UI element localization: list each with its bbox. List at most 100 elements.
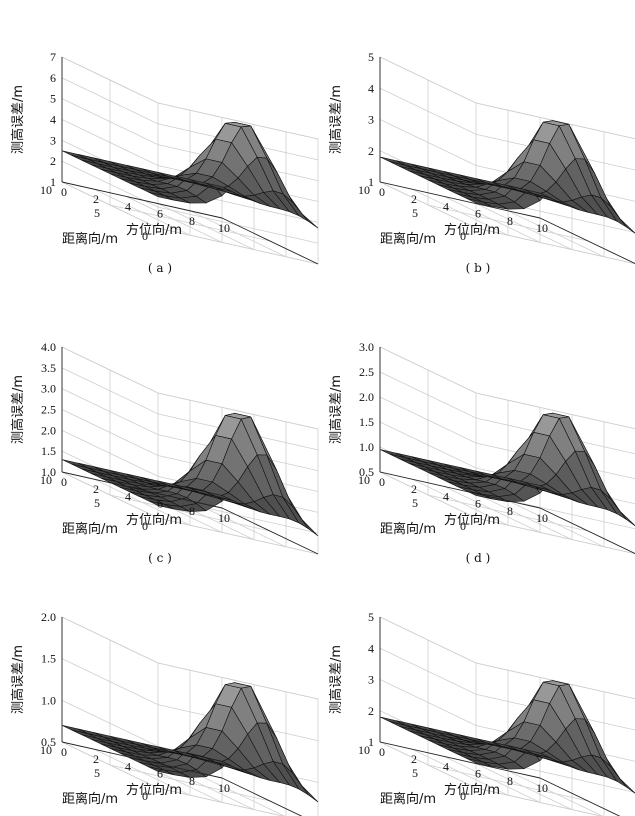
x-tick-label: 6: [157, 497, 163, 511]
panel-caption: ( c ): [148, 551, 172, 565]
x-tick-label: 0: [379, 475, 385, 489]
y-axis-label: 距离向/m: [62, 231, 118, 247]
chart-panel-a: 1 2 3 4 5 6 7 0 2 4 6 8 10 0 5 10 测高误差/m 方位向/m 距离向/m ( a ): [10, 50, 319, 275]
chart-panel-d: 0.5 1.0 1.5 2.0 2.5 3.0 0 2 4 6 8 10 0 5 10 测高误差/m 方位向/m…: [328, 340, 635, 565]
z-tick-label: 4: [368, 81, 374, 95]
z-gridline: [379, 741, 603, 816]
x-axis-line: [379, 741, 541, 779]
z-gridline: [379, 616, 635, 700]
y-axis-label: 距离向/m: [62, 791, 118, 807]
y-tick-label: 5: [412, 206, 418, 220]
surface-patch: [523, 481, 550, 491]
x-tick-label: 4: [443, 199, 449, 213]
y-axis-label: 距离向/m: [380, 791, 436, 807]
surface-patch: [205, 757, 232, 767]
y-axis-line: [221, 507, 319, 555]
z-tick-label: 1: [50, 175, 56, 189]
y-floor-gridline: [427, 494, 589, 532]
x-tick-label: 0: [61, 475, 67, 489]
z-tick-label: 2.0: [41, 423, 56, 437]
x-tick-label: 8: [507, 504, 513, 518]
z-tick-label: 1.5: [359, 415, 374, 429]
x-tick-label: 8: [189, 504, 195, 518]
z-gridline: [61, 367, 319, 451]
x-tick-label: 4: [443, 759, 449, 773]
x-tick-label: 2: [93, 482, 99, 496]
y-tick-label: 5: [412, 766, 418, 780]
z-tick-label: 2.5: [359, 365, 374, 379]
y-tick-label: 10: [358, 743, 370, 757]
y-floor-gridline: [427, 764, 589, 802]
z-gridline: [61, 741, 285, 816]
y-tick-label: 10: [40, 183, 52, 197]
z-tick-label: 2: [368, 704, 374, 718]
y-axis-line: [221, 217, 319, 265]
surface-patch: [205, 491, 232, 501]
z-gridline: [379, 87, 635, 171]
z-gridline: [61, 160, 319, 244]
y-tick-label: 0: [142, 789, 148, 803]
z-gridline: [61, 56, 319, 140]
z-tick-label: 3: [368, 113, 374, 127]
y-tick-label: 0: [142, 519, 148, 533]
x-tick-label: 8: [189, 774, 195, 788]
z-tick-label: 4.0: [41, 340, 56, 354]
y-axis-line: [539, 217, 635, 265]
x-tick-label: 0: [379, 185, 385, 199]
y-tick-label: 0: [142, 229, 148, 243]
x-axis-line: [61, 471, 223, 509]
y-axis-line: [539, 507, 635, 555]
x-tick-label: 2: [411, 752, 417, 766]
z-axis-label: 测高误差/m: [10, 85, 26, 154]
x-tick-label: 0: [379, 745, 385, 759]
x-tick-label: 0: [61, 185, 67, 199]
z-tick-label: 5: [368, 50, 374, 64]
panel-caption: ( d ): [466, 551, 491, 565]
y-axis-label: 距离向/m: [62, 521, 118, 537]
z-tick-label: 4: [368, 641, 374, 655]
y-tick-label: 10: [358, 183, 370, 197]
z-tick-label: 1.5: [41, 652, 56, 666]
z-axis-label: 测高误差/m: [328, 645, 344, 714]
y-tick-label: 5: [94, 496, 100, 510]
y-tick-label: 0: [460, 789, 466, 803]
x-axis-label: 方位向/m: [126, 512, 182, 528]
x-tick-label: 10: [218, 781, 230, 795]
x-tick-label: 2: [93, 192, 99, 206]
z-gridline: [61, 346, 319, 430]
x-tick-label: 4: [125, 759, 131, 773]
y-tick-label: 5: [412, 496, 418, 510]
z-tick-label: 3.0: [359, 340, 374, 354]
z-tick-label: 2: [50, 154, 56, 168]
x-axis-label: 方位向/m: [126, 222, 182, 238]
z-gridline: [61, 616, 319, 700]
z-tick-label: 2: [368, 144, 374, 158]
z-axis-label: 测高误差/m: [328, 375, 344, 444]
y-axis-line: [221, 777, 303, 816]
x-tick-label: 2: [411, 192, 417, 206]
y-tick-label: 5: [94, 766, 100, 780]
z-axis-label: 测高误差/m: [328, 85, 344, 154]
y-floor-gridline: [427, 204, 589, 242]
x-axis-label: 方位向/m: [444, 782, 500, 798]
panel-caption: ( a ): [148, 261, 172, 275]
y-tick-label: 10: [40, 473, 52, 487]
z-tick-label: 1: [368, 175, 374, 189]
x-tick-label: 4: [125, 199, 131, 213]
x-tick-label: 6: [157, 767, 163, 781]
z-tick-label: 2.0: [41, 610, 56, 624]
x-tick-label: 2: [93, 752, 99, 766]
y-floor-gridline: [109, 494, 271, 532]
z-gridline: [379, 647, 635, 731]
x-axis-label: 方位向/m: [444, 512, 500, 528]
y-floor-gridline: [109, 204, 271, 242]
x-tick-label: 6: [475, 497, 481, 511]
z-gridline: [379, 471, 635, 555]
x-tick-label: 6: [475, 767, 481, 781]
z-gridline: [379, 56, 635, 140]
z-tick-label: 2.0: [359, 390, 374, 404]
y-tick-label: 10: [358, 473, 370, 487]
z-tick-label: 5: [368, 610, 374, 624]
chart-panel-c: 1.0 1.5 2.0 2.5 3.0 3.5 4.0 0 2 4 6 8 10 0 5 10 测高误差/m 方位…: [10, 340, 319, 565]
